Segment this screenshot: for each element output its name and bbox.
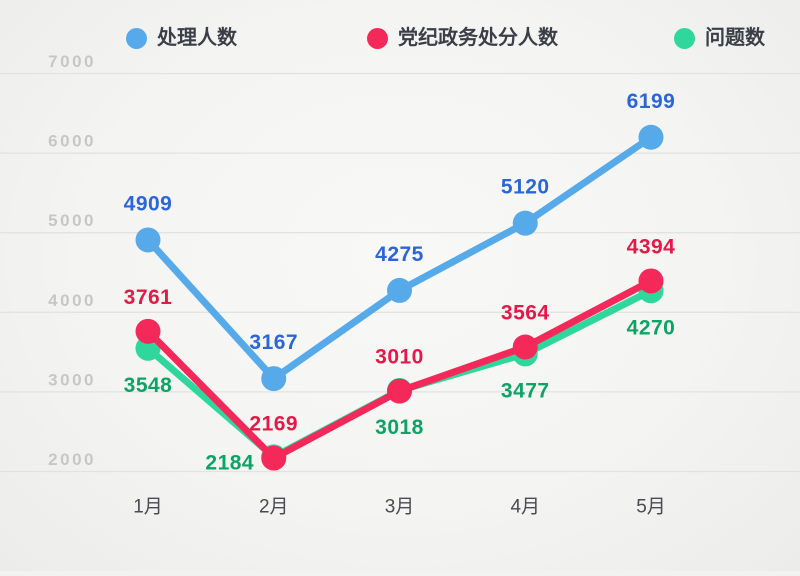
legend-label: 问题数 xyxy=(705,27,765,49)
value-label: 4394 xyxy=(627,235,676,258)
value-label: 3010 xyxy=(375,346,424,369)
data-point[interactable] xyxy=(261,445,287,471)
value-label: 4270 xyxy=(627,316,676,339)
value-label: 3167 xyxy=(249,331,298,354)
x-tick-label: 4月 xyxy=(510,497,540,518)
data-point[interactable] xyxy=(638,268,664,294)
y-tick-label: 5000 xyxy=(48,211,96,230)
value-label: 2169 xyxy=(249,413,298,436)
y-tick-label: 3000 xyxy=(48,370,96,389)
legend-label: 党纪政务处分人数 xyxy=(398,27,558,49)
legend-item-problem-count[interactable]: 问题数 xyxy=(674,27,765,49)
legend-item-discipline-punishment-count[interactable]: 党纪政务处分人数 xyxy=(367,27,558,49)
data-point[interactable] xyxy=(261,366,287,392)
y-tick-label: 6000 xyxy=(48,132,96,151)
y-tick-label: 2000 xyxy=(48,450,96,469)
legend-dot-red xyxy=(367,27,388,49)
value-label: 2184 xyxy=(205,451,254,474)
value-label: 4275 xyxy=(375,243,424,266)
legend-item-processed-count[interactable]: 处理人数 xyxy=(126,27,237,49)
x-tick-label: 2月 xyxy=(259,497,289,518)
x-tick-label: 1月 xyxy=(133,497,163,518)
data-point[interactable] xyxy=(638,124,664,150)
data-point[interactable] xyxy=(387,378,412,404)
value-label: 3018 xyxy=(375,416,424,439)
value-label: 3761 xyxy=(124,286,173,309)
legend: 处理人数 党纪政务处分人数 问题数 xyxy=(0,0,800,64)
value-label: 3564 xyxy=(501,302,550,325)
value-label: 3548 xyxy=(124,374,173,397)
value-label: 3477 xyxy=(501,379,550,402)
data-point[interactable] xyxy=(512,334,538,360)
value-label: 6199 xyxy=(627,90,676,113)
x-tick-label: 5月 xyxy=(636,497,666,518)
legend-dot-green xyxy=(674,27,695,49)
y-tick-label: 4000 xyxy=(48,291,96,310)
data-point[interactable] xyxy=(135,318,161,344)
data-point[interactable] xyxy=(135,227,161,253)
value-label: 4909 xyxy=(124,192,173,215)
data-point[interactable] xyxy=(387,277,412,303)
x-tick-label: 3月 xyxy=(385,497,415,518)
legend-dot-blue xyxy=(126,27,147,49)
value-label: 5120 xyxy=(501,176,550,199)
data-point[interactable] xyxy=(512,210,538,236)
legend-label: 处理人数 xyxy=(157,27,237,49)
y-tick-label: 7000 xyxy=(48,52,96,71)
